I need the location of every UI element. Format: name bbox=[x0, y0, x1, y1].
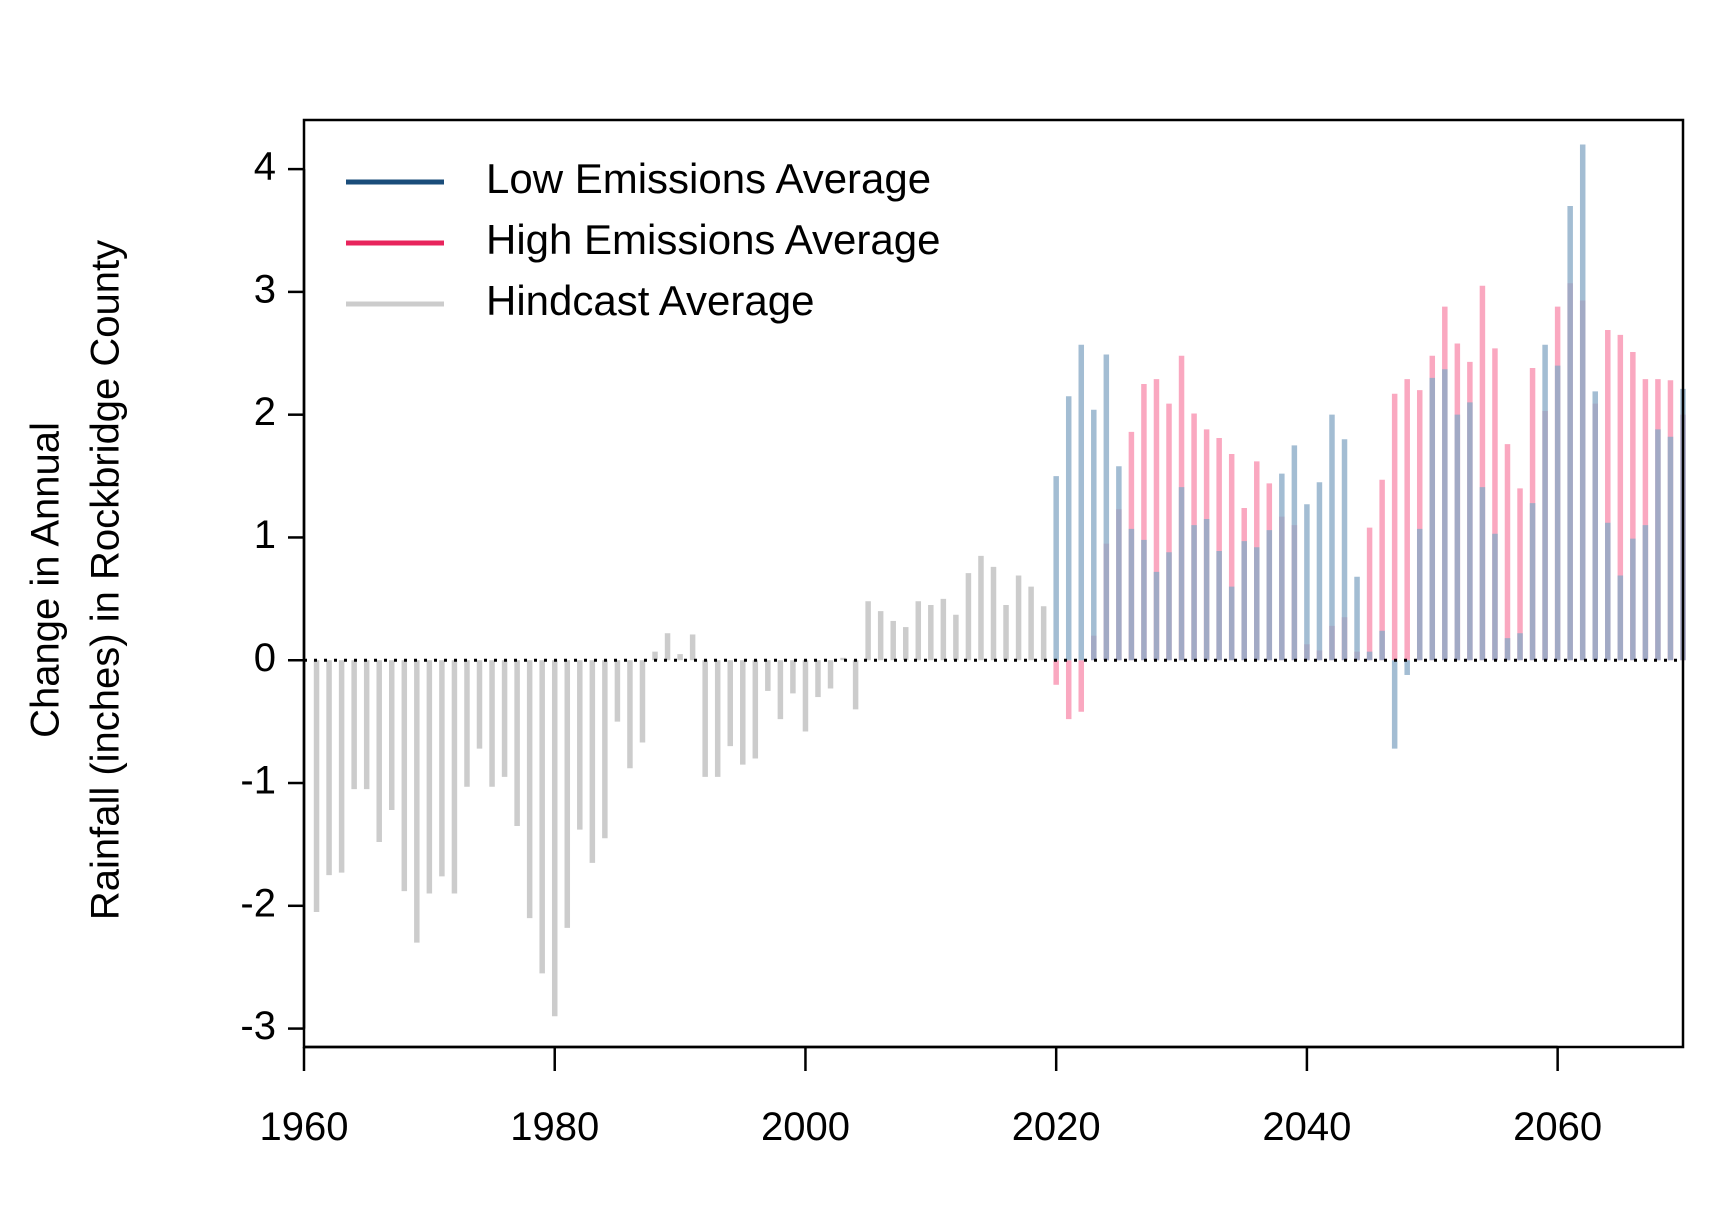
x-tick-label-2000: 2000 bbox=[761, 1105, 850, 1149]
y-tick-label--1: -1 bbox=[240, 759, 276, 803]
y-axis-title: Change in Annual bbox=[24, 422, 68, 738]
y-axis-title-line1: Change in Annual bbox=[24, 422, 68, 738]
x-tick-label-2040: 2040 bbox=[1262, 1105, 1351, 1149]
y-axis-title-2: Rainfall (inches) in Rockbridge County bbox=[84, 240, 128, 920]
x-tick-label-2020: 2020 bbox=[1012, 1105, 1101, 1149]
y-tick-label-3: 3 bbox=[254, 267, 276, 311]
hindcast-bars bbox=[313, 555, 1047, 1017]
y-tick-label-1: 1 bbox=[254, 513, 276, 557]
y-tick-label-0: 0 bbox=[254, 636, 276, 680]
legend-label-low-emissions: Low Emissions Average bbox=[486, 155, 931, 202]
y-tick-label-2: 2 bbox=[254, 390, 276, 434]
x-tick-label-1980: 1980 bbox=[510, 1105, 599, 1149]
legend-label-high-emissions: High Emissions Average bbox=[486, 216, 940, 263]
low-emissions-bars bbox=[1053, 144, 1686, 749]
legend-label-hindcast: Hindcast Average bbox=[486, 277, 814, 324]
y-tick-label--3: -3 bbox=[240, 1004, 276, 1048]
y-axis-title-line2: Rainfall (inches) in Rockbridge County bbox=[84, 240, 128, 920]
y-axis: -3 -2 -1 0 1 2 3 4 bbox=[240, 145, 306, 1048]
legend: Low Emissions Average High Emissions Aver… bbox=[346, 155, 940, 324]
x-tick-label-2060: 2060 bbox=[1513, 1105, 1602, 1149]
y-tick-label--2: -2 bbox=[240, 881, 276, 925]
y-tick-label-4: 4 bbox=[254, 145, 276, 189]
x-tick-label-1960: 1960 bbox=[260, 1105, 349, 1149]
x-axis: 1960 1980 2000 2020 2040 2060 bbox=[260, 1045, 1602, 1149]
